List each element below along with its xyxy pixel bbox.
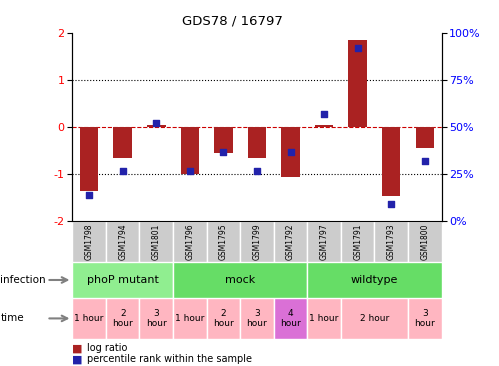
Text: GSM1794: GSM1794 xyxy=(118,223,127,260)
Text: 1 hour: 1 hour xyxy=(309,314,339,323)
Text: 2
hour: 2 hour xyxy=(112,309,133,328)
Point xyxy=(320,111,328,117)
Text: time: time xyxy=(0,313,24,324)
Text: 1 hour: 1 hour xyxy=(74,314,104,323)
Text: wildtype: wildtype xyxy=(351,275,398,285)
Text: GSM1793: GSM1793 xyxy=(387,223,396,260)
Point xyxy=(85,192,93,198)
Bar xyxy=(72,221,106,262)
Bar xyxy=(416,127,434,148)
Point xyxy=(253,168,261,173)
Point xyxy=(421,158,429,164)
Bar xyxy=(173,262,307,298)
Text: infection: infection xyxy=(0,275,46,285)
Point xyxy=(186,168,194,173)
Bar xyxy=(248,127,266,158)
Bar xyxy=(315,125,333,127)
Text: GSM1792: GSM1792 xyxy=(286,223,295,260)
Text: GSM1796: GSM1796 xyxy=(185,223,194,260)
Bar xyxy=(274,298,307,339)
Text: GSM1797: GSM1797 xyxy=(320,223,329,260)
Text: ■: ■ xyxy=(72,354,83,365)
Bar xyxy=(173,298,207,339)
Bar xyxy=(307,221,341,262)
Point xyxy=(220,149,228,154)
Text: 1 hour: 1 hour xyxy=(175,314,205,323)
Bar xyxy=(214,127,233,153)
Bar xyxy=(382,127,401,195)
Text: mock: mock xyxy=(225,275,255,285)
Bar xyxy=(113,127,132,158)
Bar xyxy=(207,298,240,339)
Bar xyxy=(147,125,166,127)
Point xyxy=(286,149,294,154)
Text: 4
hour: 4 hour xyxy=(280,309,301,328)
Text: 3
hour: 3 hour xyxy=(415,309,435,328)
Bar xyxy=(341,298,408,339)
Point xyxy=(119,168,127,173)
Bar xyxy=(307,262,442,298)
Text: log ratio: log ratio xyxy=(87,343,128,354)
Text: 2
hour: 2 hour xyxy=(213,309,234,328)
Text: GDS78 / 16797: GDS78 / 16797 xyxy=(182,14,282,27)
Text: 3
hour: 3 hour xyxy=(247,309,267,328)
Bar xyxy=(341,221,374,262)
Bar xyxy=(181,127,199,174)
Text: GSM1801: GSM1801 xyxy=(152,223,161,260)
Text: GSM1791: GSM1791 xyxy=(353,223,362,260)
Bar xyxy=(307,298,341,339)
Text: GSM1799: GSM1799 xyxy=(252,223,261,260)
Bar xyxy=(274,221,307,262)
Text: ■: ■ xyxy=(72,343,83,354)
Bar xyxy=(207,221,240,262)
Bar xyxy=(72,262,173,298)
Bar xyxy=(408,298,442,339)
Text: phoP mutant: phoP mutant xyxy=(87,275,159,285)
Text: GSM1800: GSM1800 xyxy=(420,223,429,260)
Bar xyxy=(140,221,173,262)
Bar xyxy=(173,221,207,262)
Bar xyxy=(374,221,408,262)
Bar xyxy=(106,221,140,262)
Bar xyxy=(240,221,274,262)
Point xyxy=(152,120,160,126)
Text: percentile rank within the sample: percentile rank within the sample xyxy=(87,354,252,365)
Point xyxy=(387,202,395,208)
Bar xyxy=(348,40,367,127)
Bar xyxy=(72,298,106,339)
Point xyxy=(354,45,362,51)
Bar xyxy=(106,298,140,339)
Text: 3
hour: 3 hour xyxy=(146,309,167,328)
Bar xyxy=(140,298,173,339)
Bar xyxy=(281,127,300,177)
Text: GSM1798: GSM1798 xyxy=(85,223,94,260)
Text: 2 hour: 2 hour xyxy=(360,314,389,323)
Bar xyxy=(240,298,274,339)
Bar xyxy=(80,127,98,191)
Text: GSM1795: GSM1795 xyxy=(219,223,228,260)
Bar xyxy=(408,221,442,262)
